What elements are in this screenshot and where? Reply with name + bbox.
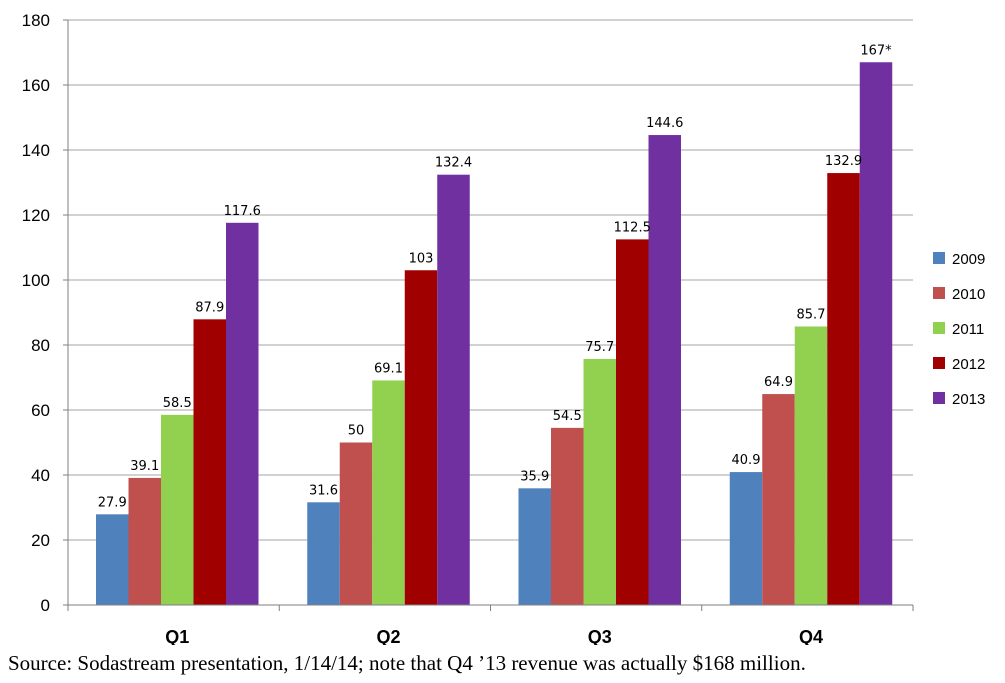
- bar-2009-Q1: [96, 514, 129, 605]
- y-tick-label: 160: [22, 76, 50, 95]
- y-tick-label: 40: [31, 466, 50, 485]
- data-label: 35.9: [520, 469, 549, 484]
- bar-2009-Q3: [518, 488, 551, 605]
- data-label: 85.7: [797, 307, 826, 322]
- data-label: 40.9: [732, 453, 761, 468]
- legend-swatch-2011: [933, 322, 945, 334]
- bar-2011-Q4: [794, 326, 828, 605]
- data-label: 54.5: [553, 409, 582, 424]
- legend: 2009 2010 2011 2012 2013: [933, 251, 985, 408]
- data-labels: 27.9 39.1 58.5 87.9 117.6 31.6 50 69.1 103 132.4 3…: [98, 43, 892, 510]
- bar-2013-Q2: [437, 174, 470, 605]
- x-axis: Q1 Q2 Q3 Q4: [67, 604, 914, 645]
- bar-2011-Q3: [583, 358, 616, 605]
- bar-2012-Q2: [404, 270, 438, 605]
- legend-swatch-2013: [933, 392, 945, 404]
- y-tick-label: 80: [31, 336, 50, 355]
- legend-swatch-2010: [933, 287, 945, 299]
- data-label: 31.6: [309, 483, 338, 498]
- data-label: 132.9: [825, 154, 862, 169]
- data-label: 69.1: [374, 361, 403, 376]
- y-tick-label: 140: [22, 141, 50, 160]
- data-label: 112.5: [614, 220, 651, 235]
- data-label: 167*: [860, 43, 892, 58]
- data-label: 75.7: [585, 340, 614, 355]
- y-tick-label: 180: [22, 11, 50, 30]
- data-label: 50: [348, 424, 365, 439]
- y-axis: 0 20 40 60 80 100 120 140 160 180: [22, 11, 69, 615]
- y-tick-label: 60: [31, 401, 50, 420]
- data-label: 144.6: [646, 116, 683, 131]
- bar-2012-Q3: [616, 239, 649, 605]
- y-tick-label: 100: [22, 271, 50, 290]
- y-tick-label: 0: [41, 596, 50, 615]
- bar-2010-Q4: [762, 394, 795, 605]
- bar-2012-Q4: [827, 173, 860, 605]
- source-caption: Source: Sodastream presentation, 1/14/14…: [8, 651, 806, 675]
- legend-swatch-2012: [933, 357, 945, 369]
- y-tick-label: 20: [31, 531, 50, 550]
- data-label: 39.1: [130, 459, 159, 474]
- legend-label: 2010: [952, 286, 985, 303]
- bar-2009-Q4: [729, 472, 763, 605]
- bar-2012-Q1: [193, 319, 226, 605]
- bar-2013-Q3: [648, 135, 681, 606]
- y-tick-label: 120: [22, 206, 50, 225]
- data-label: 27.9: [98, 495, 127, 510]
- legend-label: 2011: [952, 321, 984, 338]
- legend-swatch-2009: [933, 252, 945, 264]
- bar-2010-Q2: [339, 442, 373, 605]
- data-label: 103: [409, 251, 434, 266]
- x-category-label: Q4: [799, 627, 823, 645]
- legend-label: 2009: [952, 251, 985, 268]
- bar-2010-Q3: [551, 427, 584, 605]
- bar-2011-Q2: [372, 380, 405, 605]
- data-label: 117.6: [224, 204, 261, 219]
- x-category-label: Q3: [588, 627, 612, 645]
- bar-2011-Q1: [161, 414, 194, 605]
- x-category-label: Q2: [376, 627, 400, 645]
- bars: [96, 62, 893, 606]
- legend-label: 2013: [952, 391, 985, 408]
- data-label: 58.5: [163, 396, 192, 411]
- data-label: 132.4: [435, 156, 472, 171]
- data-label: 87.9: [195, 300, 224, 315]
- data-label: 64.9: [764, 375, 793, 390]
- bar-chart: 0 20 40 60 80 100 120 140 160 180 27.9 39.1 58.5 87.…: [22, 11, 986, 645]
- bar-2009-Q2: [307, 502, 340, 605]
- x-category-label: Q1: [165, 627, 189, 645]
- bar-2010-Q1: [128, 477, 161, 605]
- legend-label: 2012: [952, 356, 985, 373]
- bar-2013-Q1: [226, 222, 259, 606]
- bar-2013-Q4: [859, 62, 893, 605]
